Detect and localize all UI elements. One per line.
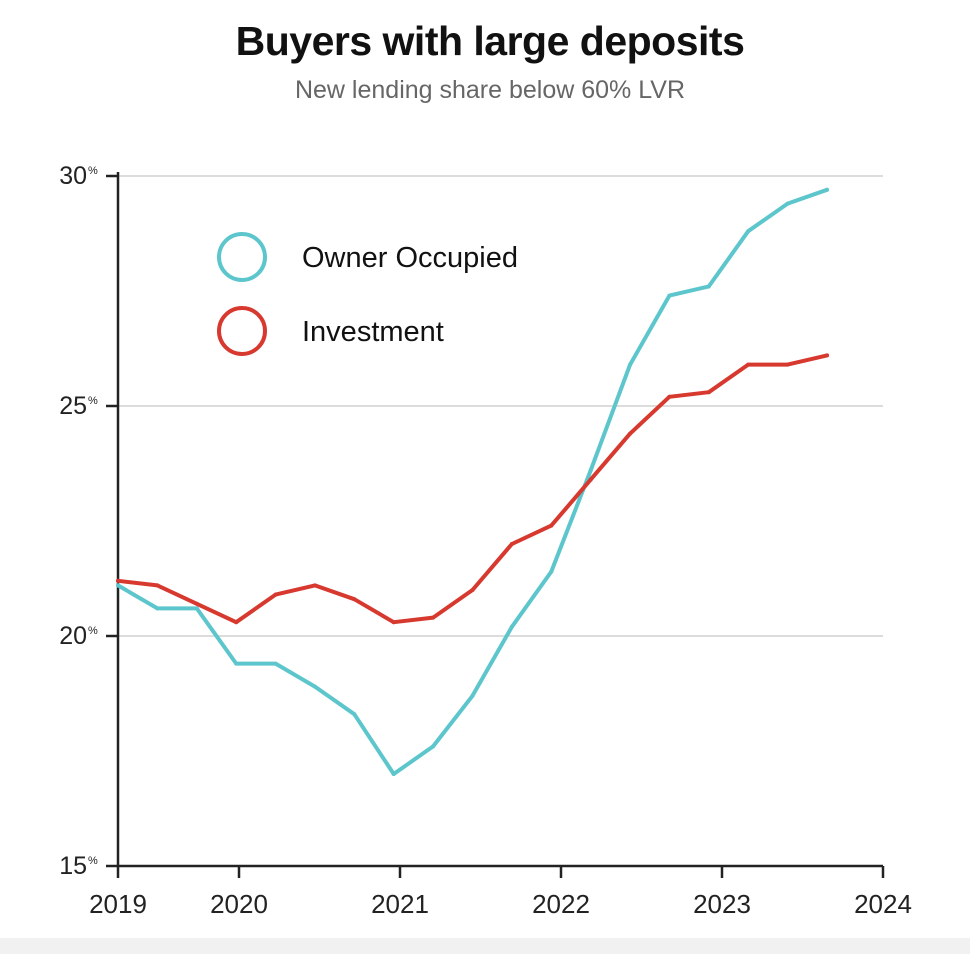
x-tick-label: 2022: [532, 889, 590, 919]
chart-subtitle: New lending share below 60% LVR: [294, 76, 686, 104]
data-point: [746, 229, 751, 234]
data-point: [470, 693, 475, 698]
data-point: [155, 606, 160, 611]
legend-marker: [217, 306, 267, 356]
data-point: [155, 583, 160, 588]
data-point: [746, 362, 751, 367]
y-tick-unit: %: [88, 395, 98, 407]
data-point: [667, 293, 672, 298]
data-point: [431, 744, 436, 749]
data-point: [116, 583, 120, 588]
data-point: [628, 431, 633, 436]
x-tick-label: 2021: [371, 889, 429, 919]
data-point: [588, 468, 593, 473]
data-point: [116, 578, 120, 583]
x-tick-label: 2024: [854, 889, 912, 919]
data-point: [312, 583, 317, 588]
data-point: [785, 201, 790, 206]
data-point: [470, 588, 475, 592]
data-point: [391, 620, 396, 625]
footer-band: [0, 938, 970, 954]
data-point: [825, 187, 829, 192]
data-point: [391, 772, 396, 776]
y-tick-label: 20: [59, 622, 87, 650]
data-point: [312, 684, 317, 689]
x-tick-label: 2020: [210, 889, 268, 919]
legend-label: Owner Occupied: [302, 242, 518, 274]
y-tick-label: 30: [59, 162, 87, 190]
data-point: [825, 353, 829, 358]
data-point: [549, 523, 554, 528]
data-point: [234, 661, 239, 666]
data-point: [509, 624, 514, 629]
data-point: [667, 394, 672, 399]
data-point: [785, 362, 790, 367]
series-line-owner-occupied: [116, 187, 829, 776]
series-line-investment: [116, 353, 829, 625]
x-tick-label: 2023: [693, 889, 751, 919]
chart-title: Buyers with large deposits: [235, 18, 745, 64]
data-point: [194, 601, 199, 606]
data-point: [588, 477, 593, 482]
data-point: [509, 542, 514, 546]
data-point: [706, 284, 711, 289]
y-tick-label: 25: [59, 392, 87, 420]
data-point: [273, 592, 278, 597]
data-point: [194, 606, 199, 611]
data-point: [549, 569, 554, 574]
y-tick-unit: %: [88, 625, 98, 637]
data-point: [352, 712, 357, 717]
y-tick-label: 15: [59, 852, 87, 880]
legend-label: Investment: [302, 316, 444, 348]
data-point: [628, 362, 633, 367]
legend-marker: [217, 232, 267, 282]
data-point: [352, 597, 357, 602]
x-tick-label: 2019: [89, 889, 147, 919]
data-point: [273, 661, 278, 666]
data-point: [234, 620, 239, 625]
data-point: [706, 390, 711, 395]
data-point: [431, 615, 436, 620]
y-tick-unit: %: [88, 855, 98, 867]
y-tick-unit: %: [88, 165, 98, 177]
